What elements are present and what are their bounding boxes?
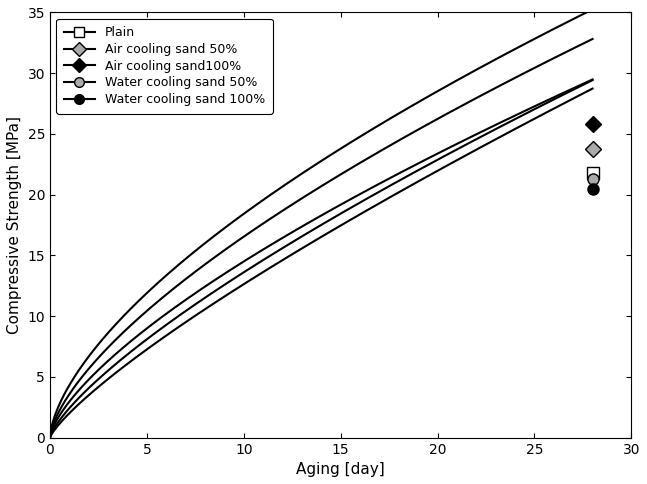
X-axis label: Aging [day]: Aging [day] (296, 462, 385, 477)
Legend: Plain, Air cooling sand 50%, Air cooling sand100%, Water cooling sand 50%, Water: Plain, Air cooling sand 50%, Air cooling… (56, 19, 273, 114)
Y-axis label: Compressive Strength [MPa]: Compressive Strength [MPa] (7, 116, 22, 334)
